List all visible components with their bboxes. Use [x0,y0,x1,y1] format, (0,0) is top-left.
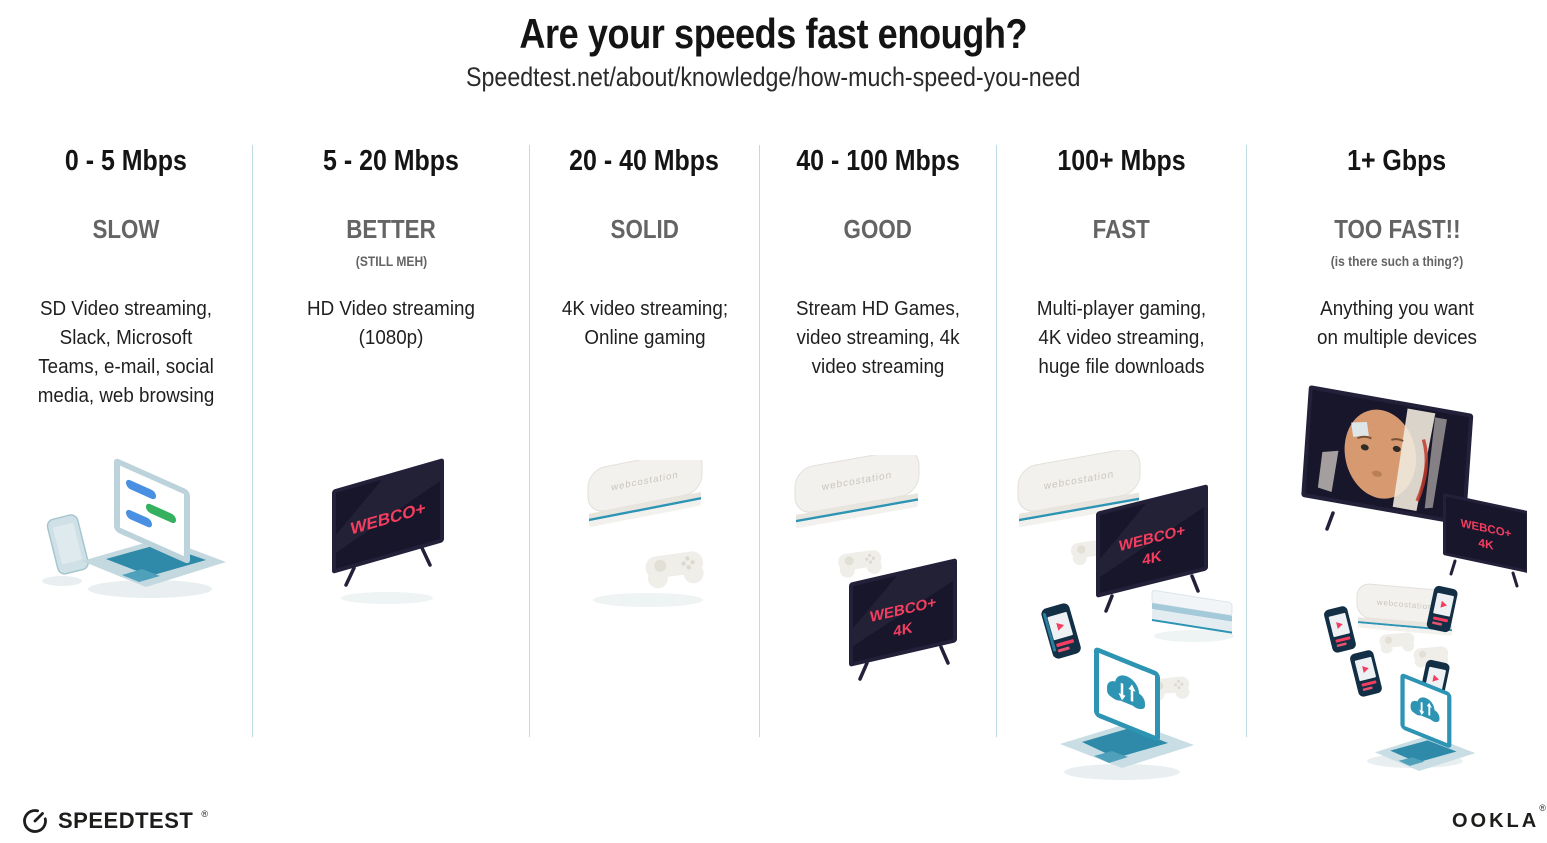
console-and-tv-illustration: webcostation WEBCO+ 4K [794,455,957,681]
multi-device-illustration: webcostation WEBCO+ 4K [1017,450,1234,780]
column-100plus-mbps: 100+ Mbps FAST Multi-player gaming, 4K v… [997,145,1247,780]
chat-bubble-icon [126,509,152,528]
column-0-5-mbps: 0 - 5 Mbps SLOW SD Video streaming, Slac… [0,145,253,737]
tv-resolution-text: 4K [1478,536,1494,553]
speedtest-logo: SPEEDTEST ® [20,806,208,836]
tier-description: SD Video streaming, Slack, Microsoft Tea… [37,298,215,407]
column-5-20-mbps: 5 - 20 Mbps BETTER (STILL MEH) HD Video … [253,145,530,737]
ookla-logo: OOKLA® [1452,803,1546,833]
game-controller-icon [1379,632,1415,654]
laptop-icon [82,458,226,587]
speed-range-label: 0 - 5 Mbps [65,145,187,177]
cloud-download-icon [1107,675,1145,710]
speed-range-label: 20 - 40 Mbps [569,145,720,177]
chat-bubble-icon [146,503,176,524]
speedtest-gauge-icon [23,809,47,833]
phone-video-icon [1350,650,1382,697]
column-1plus-gbps: 1+ Gbps TOO FAST!! (is there such a thin… [1247,145,1547,771]
speed-tier-columns: 0 - 5 Mbps SLOW SD Video streaming, Slac… [0,145,1547,780]
ookla-wordmark: OOKLA [1452,810,1540,832]
tier-label: GOOD [843,214,913,244]
chat-bubble-icon [126,479,156,500]
game-console-illustration: webcostation [587,460,704,607]
tv-4k-icon: WEBCO+ 4K [849,558,957,667]
tv-4k-icon: WEBCO+ 4K [1443,493,1527,573]
phone-video-icon [1426,585,1458,633]
tv-movie-icon [1301,385,1474,526]
tier-label: SOLID [610,214,679,244]
phone-video-icon [1041,603,1081,659]
game-console-icon: webcostation [587,460,703,527]
tier-label: FAST [1092,214,1151,244]
column-20-40-mbps: 20 - 40 Mbps SOLID 4K video streaming; O… [530,145,760,737]
laptop-download-icon [1374,673,1476,771]
tier-description: HD Video streaming (1080p) [307,298,475,349]
trademark-symbol: ® [201,809,208,819]
game-console-icon: webcostation [1017,450,1141,528]
tier-label: TOO FAST!! (is there such a thing?) [1247,215,1547,275]
tier-note: (is there such a thing?) [1330,253,1464,269]
speed-range-label: 5 - 20 Mbps [323,145,459,177]
game-controller-icon [645,551,704,589]
tv-icon: WEBCO+ [332,458,444,574]
page-subtitle-url: Speedtest.net/about/knowledge/how-much-s… [466,62,1081,92]
many-devices-illustration: WEBCO+ 4K webcostation [1301,385,1527,771]
tier-note: (STILL MEH) [355,253,427,269]
tier-description: Stream HD Games, video streaming, 4k vid… [795,298,961,378]
game-controller-icon [838,550,882,578]
speed-range-label: 40 - 100 Mbps [796,145,960,177]
trademark-symbol: ® [1539,803,1546,813]
speed-range-label: 100+ Mbps [1057,145,1186,177]
laptop-download-icon [1060,647,1194,768]
game-console-icon: webcostation [794,455,920,529]
tier-description: 4K video streaming; Online gaming [561,298,728,349]
media-console-icon [1151,589,1233,634]
page-title: Are your speeds fast enough? [519,10,1028,57]
hd-tv-illustration: WEBCO+ [332,458,444,604]
laptop-phone-illustration [42,458,226,598]
column-40-100-mbps: 40 - 100 Mbps GOOD Stream HD Games, vide… [760,145,997,737]
tier-label: SLOW [92,214,160,244]
tier-label: BETTER (STILL MEH) [253,215,529,275]
tv-resolution-text: 4K [1142,548,1161,570]
phone-icon [46,514,89,575]
astronaut-face [1317,408,1447,511]
speed-range-label: 1+ Gbps [1347,145,1447,177]
cloud-download-icon [1410,697,1440,722]
tv-resolution-text: 4K [893,619,912,640]
tier-description: Multi-player gaming, 4K video streaming,… [1036,298,1207,378]
phone-video-icon [1324,606,1356,653]
tv-4k-icon: WEBCO+ 4K [1096,484,1208,598]
tier-description: Anything you want on multiple devices [1317,298,1477,349]
speedtest-wordmark: SPEEDTEST [58,808,194,833]
